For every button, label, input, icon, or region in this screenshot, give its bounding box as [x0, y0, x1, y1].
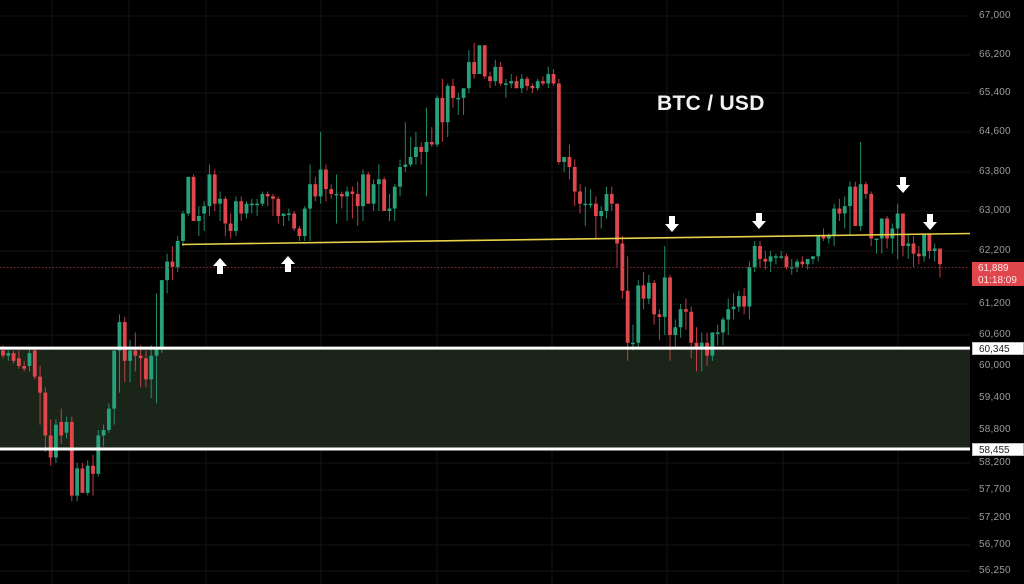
- support-zone: [0, 348, 970, 449]
- price-axis-tick: 57,700: [979, 484, 1011, 495]
- price-axis-tick: 67,000: [979, 10, 1011, 21]
- price-axis-tick: 56,250: [979, 565, 1011, 576]
- price-axis-tick: 63,000: [979, 205, 1011, 216]
- up-arrow-icon: [281, 256, 295, 272]
- grid-lines: [0, 0, 970, 584]
- price-axis-tick: 65,400: [979, 87, 1011, 98]
- price-axis-tick: 58,800: [979, 424, 1011, 435]
- down-arrow-icon: [896, 177, 910, 193]
- chart-title: BTC / USD: [657, 92, 765, 115]
- price-axis-tick: 59,400: [979, 392, 1011, 403]
- price-axis-tick: 64,600: [979, 126, 1011, 137]
- down-arrow-icon: [752, 213, 766, 229]
- candles: [1, 42, 942, 502]
- price-axis-tick: 61,200: [979, 298, 1011, 309]
- resistance-level-label: 60,345: [972, 342, 1024, 355]
- current-price: 61,889: [978, 263, 1009, 274]
- down-arrow-icon: [923, 214, 937, 230]
- price-axis-tick: 56,700: [979, 539, 1011, 550]
- price-axis-tick: 66,200: [979, 49, 1011, 60]
- support-level-label: 58,455: [972, 443, 1024, 456]
- price-axis-tick: 60,600: [979, 329, 1011, 340]
- price-axis-tick: 57,200: [979, 512, 1011, 523]
- down-arrow-icon: [665, 216, 679, 232]
- current-price-badge: 61,889 01:18:09: [972, 262, 1024, 286]
- overlays: [0, 177, 971, 451]
- price-axis-tick: 62,200: [979, 245, 1011, 256]
- up-arrow-icon: [213, 258, 227, 274]
- candle-countdown: 01:18:09: [978, 274, 1017, 286]
- price-axis-tick: 58,200: [979, 457, 1011, 468]
- price-axis-tick: 63,800: [979, 166, 1011, 177]
- price-axis-tick: 60,000: [979, 360, 1011, 371]
